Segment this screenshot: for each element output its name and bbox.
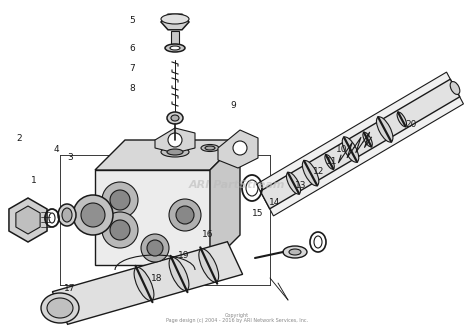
Circle shape — [102, 212, 138, 248]
Ellipse shape — [161, 14, 189, 24]
Text: 1: 1 — [31, 176, 37, 185]
Ellipse shape — [283, 246, 307, 258]
Polygon shape — [210, 140, 240, 265]
Circle shape — [110, 190, 130, 210]
Text: 2: 2 — [16, 134, 22, 143]
Text: ARI PartStream: ARI PartStream — [189, 180, 285, 190]
Circle shape — [102, 182, 138, 218]
Circle shape — [168, 133, 182, 147]
Polygon shape — [171, 31, 179, 44]
Ellipse shape — [199, 249, 219, 282]
Ellipse shape — [134, 267, 154, 301]
Ellipse shape — [286, 172, 301, 194]
Ellipse shape — [205, 146, 215, 150]
Polygon shape — [95, 170, 210, 265]
Text: 10: 10 — [336, 145, 347, 154]
Circle shape — [73, 195, 113, 235]
Polygon shape — [155, 128, 195, 153]
Ellipse shape — [171, 115, 179, 121]
Text: Copyright
Page design (c) 2004 - 2016 by ARI Network Services, Inc.: Copyright Page design (c) 2004 - 2016 by… — [166, 313, 308, 323]
Polygon shape — [218, 130, 258, 168]
Polygon shape — [53, 242, 243, 324]
Text: 12: 12 — [313, 167, 324, 176]
Ellipse shape — [167, 149, 183, 155]
Text: 20: 20 — [406, 120, 417, 129]
Text: 6: 6 — [129, 44, 135, 53]
Ellipse shape — [201, 144, 219, 151]
Polygon shape — [9, 198, 47, 242]
Text: 13: 13 — [295, 181, 307, 190]
Ellipse shape — [165, 44, 185, 52]
Circle shape — [176, 206, 194, 224]
Polygon shape — [95, 140, 240, 170]
Circle shape — [169, 199, 201, 231]
Ellipse shape — [363, 132, 372, 147]
Text: 17: 17 — [64, 284, 76, 293]
Ellipse shape — [161, 147, 189, 157]
Text: 19: 19 — [178, 251, 190, 261]
Ellipse shape — [302, 161, 319, 186]
Ellipse shape — [167, 112, 183, 124]
Ellipse shape — [376, 117, 393, 142]
Ellipse shape — [342, 137, 359, 162]
Ellipse shape — [58, 204, 76, 226]
Text: 8: 8 — [129, 84, 135, 93]
Ellipse shape — [325, 155, 334, 169]
Polygon shape — [256, 72, 464, 216]
Ellipse shape — [170, 46, 180, 50]
Circle shape — [233, 141, 247, 155]
Text: 11: 11 — [326, 157, 337, 166]
Ellipse shape — [169, 257, 189, 291]
Ellipse shape — [62, 208, 72, 222]
Text: 9: 9 — [230, 101, 236, 111]
Polygon shape — [260, 79, 460, 209]
Ellipse shape — [450, 82, 460, 94]
Circle shape — [81, 203, 105, 227]
Ellipse shape — [41, 293, 79, 323]
Polygon shape — [16, 206, 40, 234]
Circle shape — [110, 220, 130, 240]
Polygon shape — [161, 14, 189, 30]
Text: 16: 16 — [202, 230, 213, 239]
Ellipse shape — [397, 112, 407, 127]
Ellipse shape — [47, 298, 73, 318]
Ellipse shape — [289, 249, 301, 255]
Circle shape — [147, 240, 163, 256]
Text: 18: 18 — [151, 274, 162, 284]
Text: 14: 14 — [269, 198, 281, 207]
Circle shape — [141, 234, 169, 262]
Text: 3: 3 — [67, 153, 73, 162]
Text: 4: 4 — [53, 145, 59, 154]
Text: 5: 5 — [129, 16, 135, 25]
Text: 15: 15 — [252, 209, 263, 218]
Text: 7: 7 — [129, 64, 135, 73]
